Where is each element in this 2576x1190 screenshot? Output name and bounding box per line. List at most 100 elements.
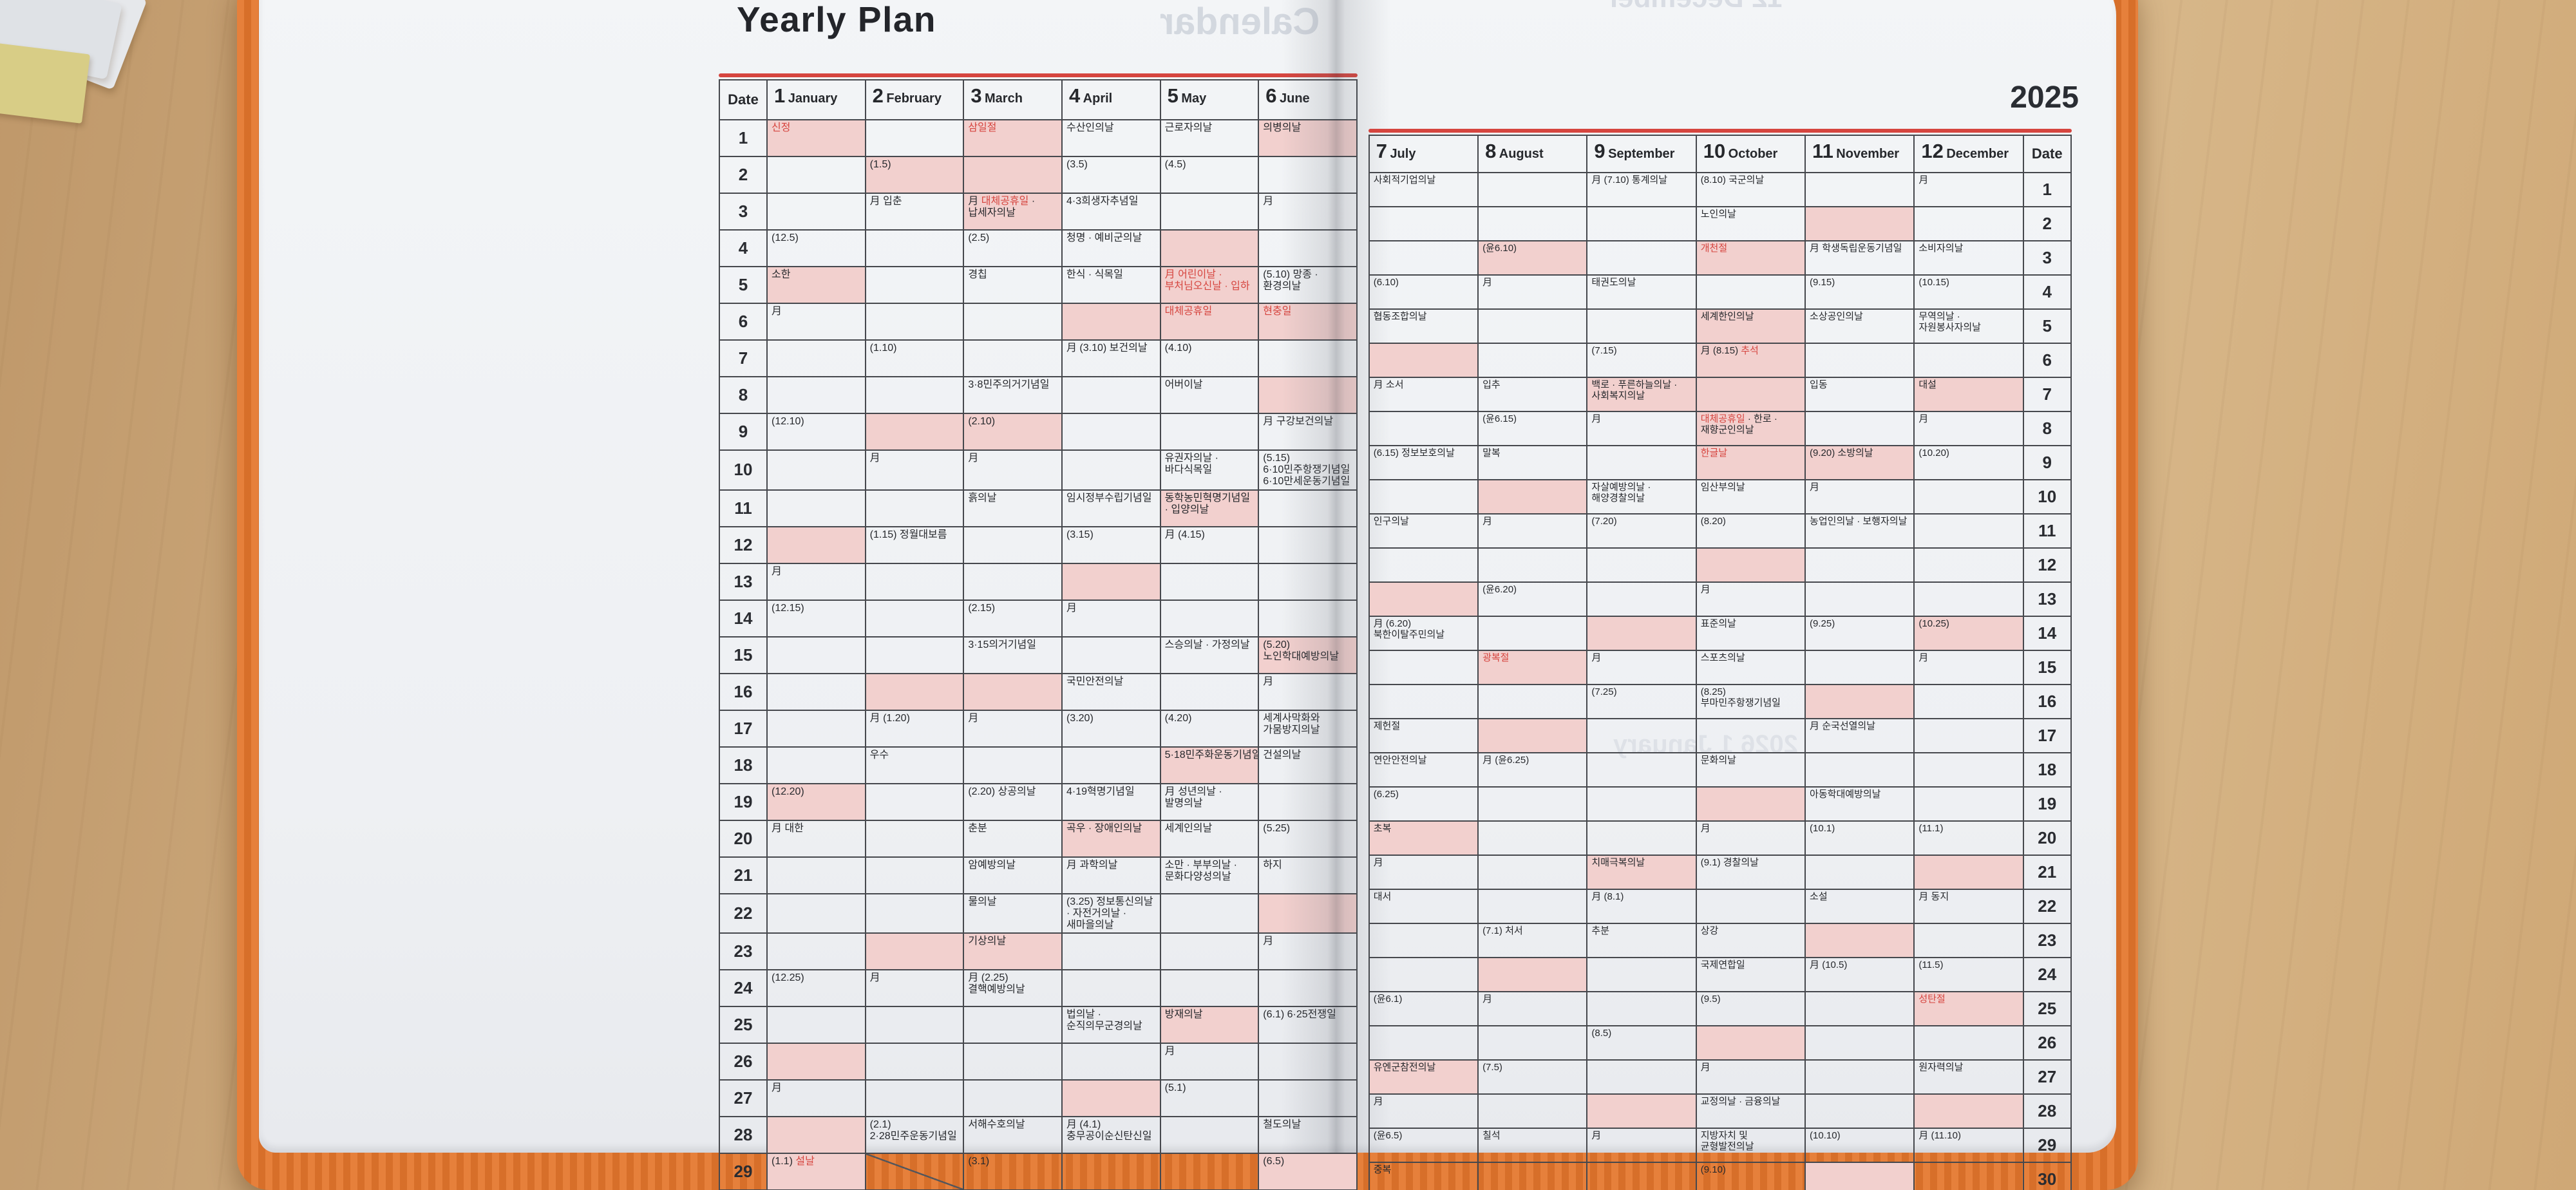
calendar-cell <box>1159 1153 1260 1190</box>
calendar-cell: 협동조합의날 <box>1368 308 1479 344</box>
date-cell: 29 <box>719 1153 768 1190</box>
month-number: 12 <box>1921 140 1944 162</box>
date-cell: 17 <box>2022 718 2072 753</box>
calendar-cell <box>1477 957 1588 992</box>
calendar-cell: 月 (8.15) 추석 <box>1695 343 1806 378</box>
calendar-cell: 서해수호의날 <box>963 1116 1063 1155</box>
table-row: 24 (12.25) 月月 (2.25) 결핵예방의날 <box>719 969 1358 1008</box>
calendar-cell <box>1586 957 1697 992</box>
calendar-cell <box>1804 923 1915 958</box>
calendar-cell <box>1804 855 1915 890</box>
calendar-cell <box>963 562 1063 601</box>
calendar-cell <box>1061 449 1161 491</box>
date-header: Date <box>2022 135 2072 173</box>
calendar-cell <box>1477 206 1588 241</box>
calendar-cell: 임시정부수립기념일 <box>1061 489 1161 527</box>
calendar-cell <box>766 746 866 784</box>
date-cell: 6 <box>2022 343 2072 378</box>
calendar-cell: (4.10) <box>1159 339 1260 377</box>
calendar-cell <box>1368 581 1479 617</box>
date-cell: 20 <box>2022 820 2072 856</box>
calendar-cell: 입추 <box>1477 377 1588 412</box>
calendar-cell <box>1368 1025 1479 1061</box>
date-header: Date <box>719 79 768 120</box>
calendar-cell <box>1804 1025 1915 1061</box>
calendar-cell <box>766 636 866 674</box>
calendar-cell <box>864 599 965 638</box>
date-cell: 23 <box>2022 923 2072 958</box>
calendar-cell <box>1477 1162 1588 1190</box>
calendar-cell: (12.15) <box>766 599 866 638</box>
table-row: 협동조합의날 세계한인의날 소상공인의날 무역의날 · 자원봉사자의날 5 <box>1368 308 2072 344</box>
calendar-cell: 月 소서 <box>1368 377 1479 412</box>
calendar-cell <box>766 1043 866 1081</box>
calendar-cell: 추분 <box>1586 923 1697 958</box>
table-row: 16 국민안전의날 月 <box>719 672 1358 711</box>
table-row: 19 (12.20) (2.20) 상공의날 4·19혁명기념일 月 성년의날 · 발명… <box>719 782 1358 821</box>
calendar-cell <box>1804 684 1915 719</box>
table-row: 초복 月 (10.1) (11.1) 20 <box>1368 820 2072 856</box>
calendar-cell: 소비자의날 <box>1913 240 2024 276</box>
calendar-cell <box>1477 786 1588 822</box>
date-cell: 7 <box>719 339 768 377</box>
calendar-cell: 月 <box>864 449 965 491</box>
calendar-cell <box>1061 1153 1161 1190</box>
calendar-cell: (12.10) <box>766 413 866 451</box>
calendar-cell <box>1477 547 1588 583</box>
month-header: 2 February <box>864 79 965 120</box>
calendar-cell: 月 <box>1368 1093 1479 1129</box>
calendar-cell: 月 <box>1368 855 1479 890</box>
calendar-cell: 月 (6.20) 북한이탈주민의날 <box>1368 616 1479 651</box>
calendar-cell <box>1061 376 1161 414</box>
table-row: 인구의날 月 (7.20) (8.20) 농업인의날 · 보행자의날 11 <box>1368 513 2072 549</box>
month-name: May <box>1181 91 1207 106</box>
calendar-cell <box>766 1116 866 1155</box>
calendar-cell: 상강 <box>1695 923 1806 958</box>
month-number: 10 <box>1703 140 1726 162</box>
table-row: (윤6.5) 칠석 月 지방자치 및 균형발전의날 (10.10) 月 (11.10) 29 <box>1368 1128 2072 1163</box>
calendar-cell <box>1913 343 2024 378</box>
date-cell: 3 <box>2022 240 2072 276</box>
calendar-cell: (9.1) 경찰의날 <box>1695 855 1806 890</box>
calendar-cell: (7.1) 처서 <box>1477 923 1588 958</box>
month-number: 2 <box>872 84 884 107</box>
date-cell: 4 <box>719 229 768 267</box>
calendar-cell: (윤6.5) <box>1368 1128 1479 1163</box>
calendar-cell <box>1695 547 1806 583</box>
calendar-cell: (3.25) 정보통신의날 · 자전거의날 · 새마을의날 <box>1061 892 1161 934</box>
show-through-text: 12 December <box>1607 0 1783 14</box>
calendar-cell: (3.1) <box>963 1153 1063 1190</box>
table-row: 8 3·8민주의거기념일 어버이날 <box>719 376 1358 414</box>
right-page: 12 December 2026 1 January 2025 7 July8 … <box>1336 0 2116 1190</box>
calendar-cell <box>1695 786 1806 822</box>
calendar-cell: 4·3희생자추념일 <box>1061 193 1161 231</box>
calendar-cell <box>864 413 965 451</box>
calendar-cell: (6.1) 6·25전쟁일 <box>1258 1006 1358 1044</box>
calendar-cell: 月 (7.10) 통계의날 <box>1586 172 1697 207</box>
calendar-cell <box>1159 562 1260 601</box>
calendar-cell <box>963 746 1063 784</box>
table-row: (7.25) (8.25) 부마민주항쟁기념일 16 <box>1368 684 2072 719</box>
table-row: (6.25) 아동학대예방의날 19 <box>1368 786 2072 822</box>
calendar-cell: (3.20) <box>1061 709 1161 748</box>
table-row: 1신정 삼일절수산인의날근로자의날의병의날 <box>719 119 1358 157</box>
calendar-cell <box>1061 932 1161 971</box>
date-cell: 23 <box>719 932 768 971</box>
table-row: 사회적기업의날 月 (7.10) 통계의날 (8.10) 국군의날 月 1 <box>1368 172 2072 207</box>
calendar-cell: (5.15) 6·10민주항쟁기념일 6·10만세운동기념일 <box>1258 449 1358 491</box>
table-row: 17 月 (1.20)月(3.20)(4.20)세계사막화와 가뭄방지의날 <box>719 709 1358 748</box>
table-row: (7.15) 月 (8.15) 추석 6 <box>1368 343 2072 378</box>
calendar-cell: (10.25) <box>1913 616 2024 651</box>
calendar-cell <box>864 266 965 304</box>
calendar-cell: 흙의날 <box>963 489 1063 527</box>
date-cell: 16 <box>719 672 768 711</box>
month-header: 7 July <box>1368 135 1479 173</box>
calendar-cell: 유권자의날 · 바다식목일 <box>1159 449 1260 491</box>
date-cell: 17 <box>719 709 768 748</box>
calendar-cell <box>1695 1025 1806 1061</box>
date-cell: 30 <box>2022 1162 2072 1190</box>
calendar-cell: 月 <box>1258 193 1358 231</box>
calendar-cell <box>1913 1025 2024 1061</box>
calendar-cell: (10.20) <box>1913 445 2024 480</box>
